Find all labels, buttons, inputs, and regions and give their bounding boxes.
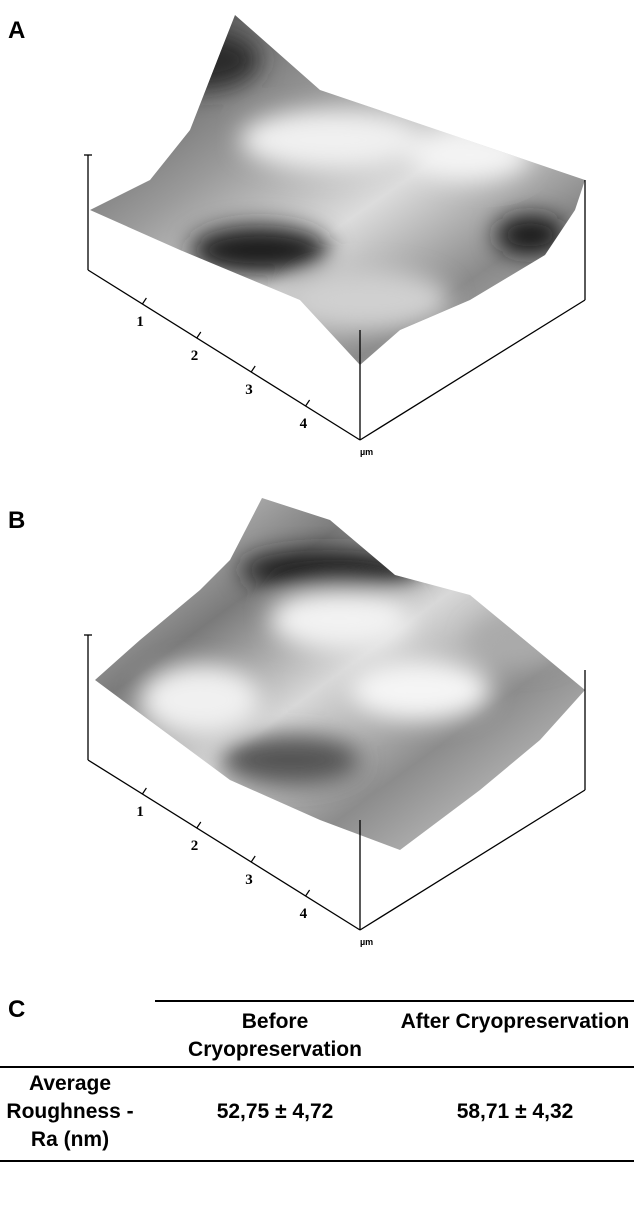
axis-tick	[306, 400, 310, 406]
axis-tick	[197, 332, 201, 338]
table-rule	[155, 1000, 634, 1002]
axis-tick-label: 4	[300, 416, 308, 432]
axis-tick-label: 1	[136, 804, 144, 820]
axis-tick	[306, 890, 310, 896]
surface-a	[80, 10, 600, 370]
table-value: 58,71 ± 4,32	[395, 1098, 634, 1126]
axis-tick	[142, 788, 146, 794]
afm-panels: A 1 2 3 4 µm B 1 2 3 4 µm	[0, 0, 634, 1000]
axis-unit: µm	[360, 937, 373, 947]
axis-unit: µm	[360, 447, 373, 457]
axis-tick-label: 2	[191, 838, 199, 854]
axis-tick-label: 2	[191, 348, 199, 364]
table-rule	[0, 1066, 634, 1068]
axis-tick-label: 3	[245, 872, 253, 888]
axis-tick-label: 3	[245, 382, 253, 398]
table-rule	[0, 1160, 634, 1162]
surface-b	[90, 490, 590, 855]
column-header: After Cryopreservation	[395, 1008, 634, 1036]
row-header: Average Roughness - Ra (nm)	[0, 1070, 140, 1154]
axis-tick	[142, 298, 146, 304]
figure: A 1 2 3 4 µm B 1 2 3 4 µm C Before Cryopreservation…	[0, 0, 634, 1220]
axis-tick-label: 4	[300, 906, 308, 922]
column-header: Before Cryopreservation	[160, 1008, 390, 1064]
axis-tick	[251, 366, 255, 372]
table-value: 52,75 ± 4,72	[160, 1098, 390, 1126]
axis-tick	[251, 856, 255, 862]
panel-label: C	[8, 996, 25, 1024]
panel-label: B	[8, 507, 25, 534]
axis-tick	[197, 822, 201, 828]
panel-label: A	[8, 17, 25, 44]
axis-tick-label: 1	[136, 314, 144, 330]
